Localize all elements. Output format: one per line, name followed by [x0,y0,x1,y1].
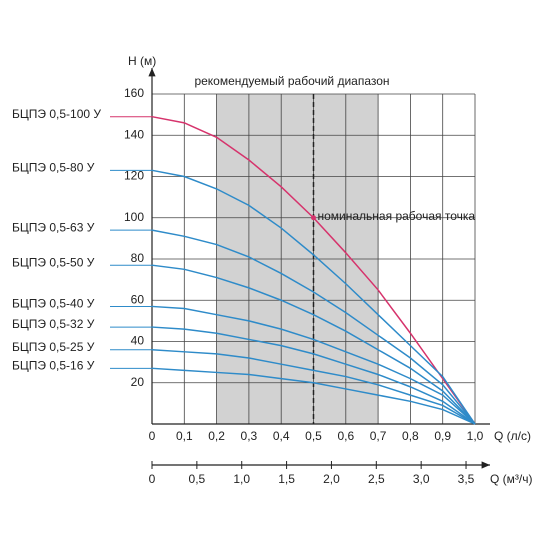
x2-tick-label: 0 [149,472,156,486]
x-tick-label: 0,6 [337,429,354,443]
legend-label: БЦПЭ 0,5-32 У [12,317,95,331]
curve [151,305,476,425]
legend-label: БЦПЭ 0,5-100 У [12,107,101,121]
x-tick-label: 0,5 [305,429,322,443]
y-axis-label: H (м) [128,54,156,68]
x2-tick-label: 1,5 [278,472,295,486]
curve [151,169,476,425]
y-tick-label: 20 [131,375,145,389]
y-tick-label: 100 [124,210,144,224]
y-tick-label: 40 [131,334,145,348]
nominal-label: номинальная рабочая точка [318,209,476,223]
x-tick-label: 0,1 [176,429,193,443]
x2-tick-label: 1,0 [233,472,250,486]
curve [151,326,476,425]
x-tick-label: 0,9 [434,429,451,443]
x-axis-label: Q (л/с) [494,429,531,443]
x-tick-label: 1,0 [467,429,484,443]
x2-tick-label: 2,0 [323,472,340,486]
y-tick-label: 140 [124,127,144,141]
x2-tick-label: 3,5 [458,472,475,486]
x-tick-label: 0,7 [370,429,387,443]
annotation: рекомендуемый рабочий диапазон [194,74,389,88]
curve [151,264,476,425]
y-tick-label: 120 [124,169,144,183]
y-tick-label: 160 [124,86,144,100]
legend-label: БЦПЭ 0,5-50 У [12,255,95,269]
y-tick-label: 60 [131,292,145,306]
x-tick-label: 0,4 [273,429,290,443]
curve [151,349,476,425]
nominal-point [311,215,316,221]
x2-tick-label: 2,5 [368,472,385,486]
x-tick-label: 0 [149,429,156,443]
y-tick-label: 80 [131,251,145,265]
legend-label: БЦПЭ 0,5-80 У [12,160,95,174]
x2-tick-label: 0,5 [189,472,206,486]
legend-label: БЦПЭ 0,5-25 У [12,340,95,354]
x-tick-label: 0,3 [241,429,258,443]
x-tick-label: 0,8 [402,429,419,443]
legend-label: БЦПЭ 0,5-16 У [12,358,95,372]
legend-label: БЦПЭ 0,5-63 У [12,220,95,234]
curve [151,367,476,425]
x2-tick-label: 3,0 [413,472,430,486]
legend-label: БЦПЭ 0,5-40 У [12,297,95,311]
x2-axis-label: Q (м³/ч) [490,472,533,486]
x-tick-label: 0,2 [208,429,225,443]
curve [151,229,476,425]
